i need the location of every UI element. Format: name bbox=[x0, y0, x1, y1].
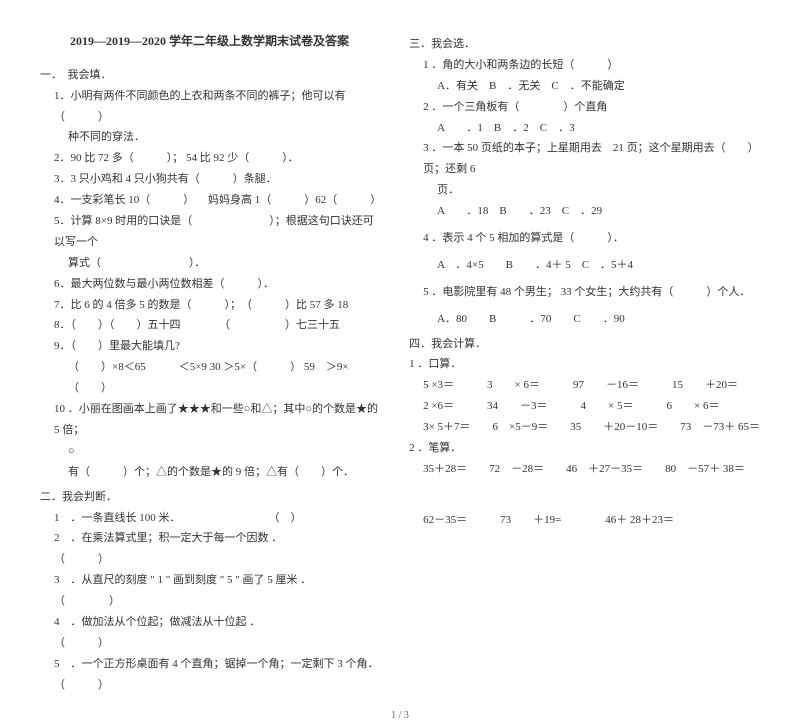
judge-1: 1 ．一条直线长 100 米． （ ） bbox=[54, 508, 379, 529]
q1-line1: 1．小明有两件不同颜色的上衣和两条不同的裤子；他可以有（ ） bbox=[54, 86, 379, 128]
section-4-header: 四．我会计算． bbox=[409, 334, 760, 355]
select-1: 1 ．角的大小和两条边的长短（ ） bbox=[423, 55, 760, 76]
q5-line2: 算式（ ）． bbox=[68, 253, 379, 274]
select-5-options: A．80 B ．70 C ．90 bbox=[437, 309, 760, 330]
left-column: 2019—2019—2020 学年二年级上数学期末试卷及答案 一． 我会填． 1… bbox=[40, 30, 379, 696]
q10-line3: 有（ ）个；△的个数是★的 9 倍；△有（ ）个． bbox=[68, 462, 379, 483]
select-3-options: A ．18 B ．23 C ．29 bbox=[437, 201, 760, 222]
calc-1-header: 1 ．口算． bbox=[409, 354, 760, 375]
section-2-header: 二．我会判断． bbox=[40, 487, 379, 508]
q10-line2: ○ bbox=[68, 441, 379, 462]
judge-3: 3 ．从直尺的刻度 " 1 " 画到刻度 " 5 " 画了 5 厘米 ． （ ） bbox=[54, 570, 379, 612]
calc-row-3: 3× 5＋7＝ 6 ×5－9＝ 35 ＋20－10＝ 73 －73＋ 65＝ bbox=[423, 417, 760, 438]
select-4: 4 ．表示 4 个 5 相加的算式是（ ）． bbox=[423, 228, 760, 249]
judge-4: 4 ．做加法从个位起；做减法从十位起 ． （ ） bbox=[54, 612, 379, 654]
calc-row-5: 62－35＝ 73 ＋19= 46＋ 28＋23＝ bbox=[423, 510, 760, 531]
q7: 7．比 6 的 4 倍多 5 的数是（ ）； （ ）比 57 多 18 bbox=[54, 295, 379, 316]
page-number: 1 / 3 bbox=[0, 710, 800, 721]
q5-line1: 5．计算 8×9 时用的口诀是（ ）；根据这句口诀还可以写一个 bbox=[54, 211, 379, 253]
calc-row-1: 5 ×3＝ 3 × 6＝ 97 －16＝ 15 ＋20＝ bbox=[423, 375, 760, 396]
q8: 8．（ ）（ ）五十四 （ ）七三十五 bbox=[54, 315, 379, 336]
select-3-line1: 3 ．一本 50 页纸的本子；上星期用去 21 页；这个星期用去（ ）页；还剩 … bbox=[423, 138, 760, 180]
q4: 4．一支彩笔长 10（ ） 妈妈身高 1（ ）62（ ） bbox=[54, 190, 379, 211]
calc-row-2: 2 ×6＝ 34 －3＝ 4 × 5＝ 6 × 6＝ bbox=[423, 396, 760, 417]
select-1-options: A．有关 B ．无关 C ．不能确定 bbox=[437, 76, 760, 97]
exam-title: 2019—2019—2020 学年二年级上数学期末试卷及答案 bbox=[40, 30, 379, 53]
q3: 3．3 只小鸡和 4 只小狗共有（ ）条腿． bbox=[54, 169, 379, 190]
q6: 6．最大两位数与最小两位数相差（ ）． bbox=[54, 274, 379, 295]
judge-5: 5 ．一个正方形桌面有 4 个直角；锯掉一个角；一定剩下 3 个角．（ ） bbox=[54, 654, 379, 696]
q10-line1: 10 ．小丽在图画本上画了★★★和一些○和△；其中○的个数是★的 5 倍； bbox=[54, 399, 379, 441]
select-2-options: A ．1 B ．2 C ．3 bbox=[437, 118, 760, 139]
q9-line1: 9．（ ）里最大能填几? bbox=[54, 336, 379, 357]
q1-line2: 种不同的穿法． bbox=[68, 127, 379, 148]
judge-2: 2 ．在乘法算式里；积一定大于每一个因数 ． （ ） bbox=[54, 528, 379, 570]
select-4-options: A ．4×5 B ．4＋ 5 C ．5＋4 bbox=[437, 255, 760, 276]
calc-2-header: 2 ．笔算． bbox=[409, 438, 760, 459]
select-2: 2 ．一个三角板有（ ）个直角 bbox=[423, 97, 760, 118]
select-3-line2: 页． bbox=[437, 180, 760, 201]
calc-row-4: 35＋28＝ 72 －28＝ 46 ＋27－35＝ 80 －57＋ 38＝ bbox=[423, 459, 760, 480]
q2: 2．90 比 72 多（ ）； 54 比 92 少（ ）． bbox=[54, 148, 379, 169]
select-5: 5 ．电影院里有 48 个男生； 33 个女生；大约共有（ ）个人． bbox=[423, 282, 760, 303]
section-1-header: 一． 我会填． bbox=[40, 65, 379, 86]
section-3-header: 三．我会选． bbox=[409, 34, 760, 55]
right-column: 三．我会选． 1 ．角的大小和两条边的长短（ ） A．有关 B ．无关 C ．不… bbox=[409, 30, 760, 696]
q9-line2: （ ）×8＜65 ＜5×9 30 ＞5×（ ） 59 ＞9×（ ） bbox=[68, 357, 379, 399]
